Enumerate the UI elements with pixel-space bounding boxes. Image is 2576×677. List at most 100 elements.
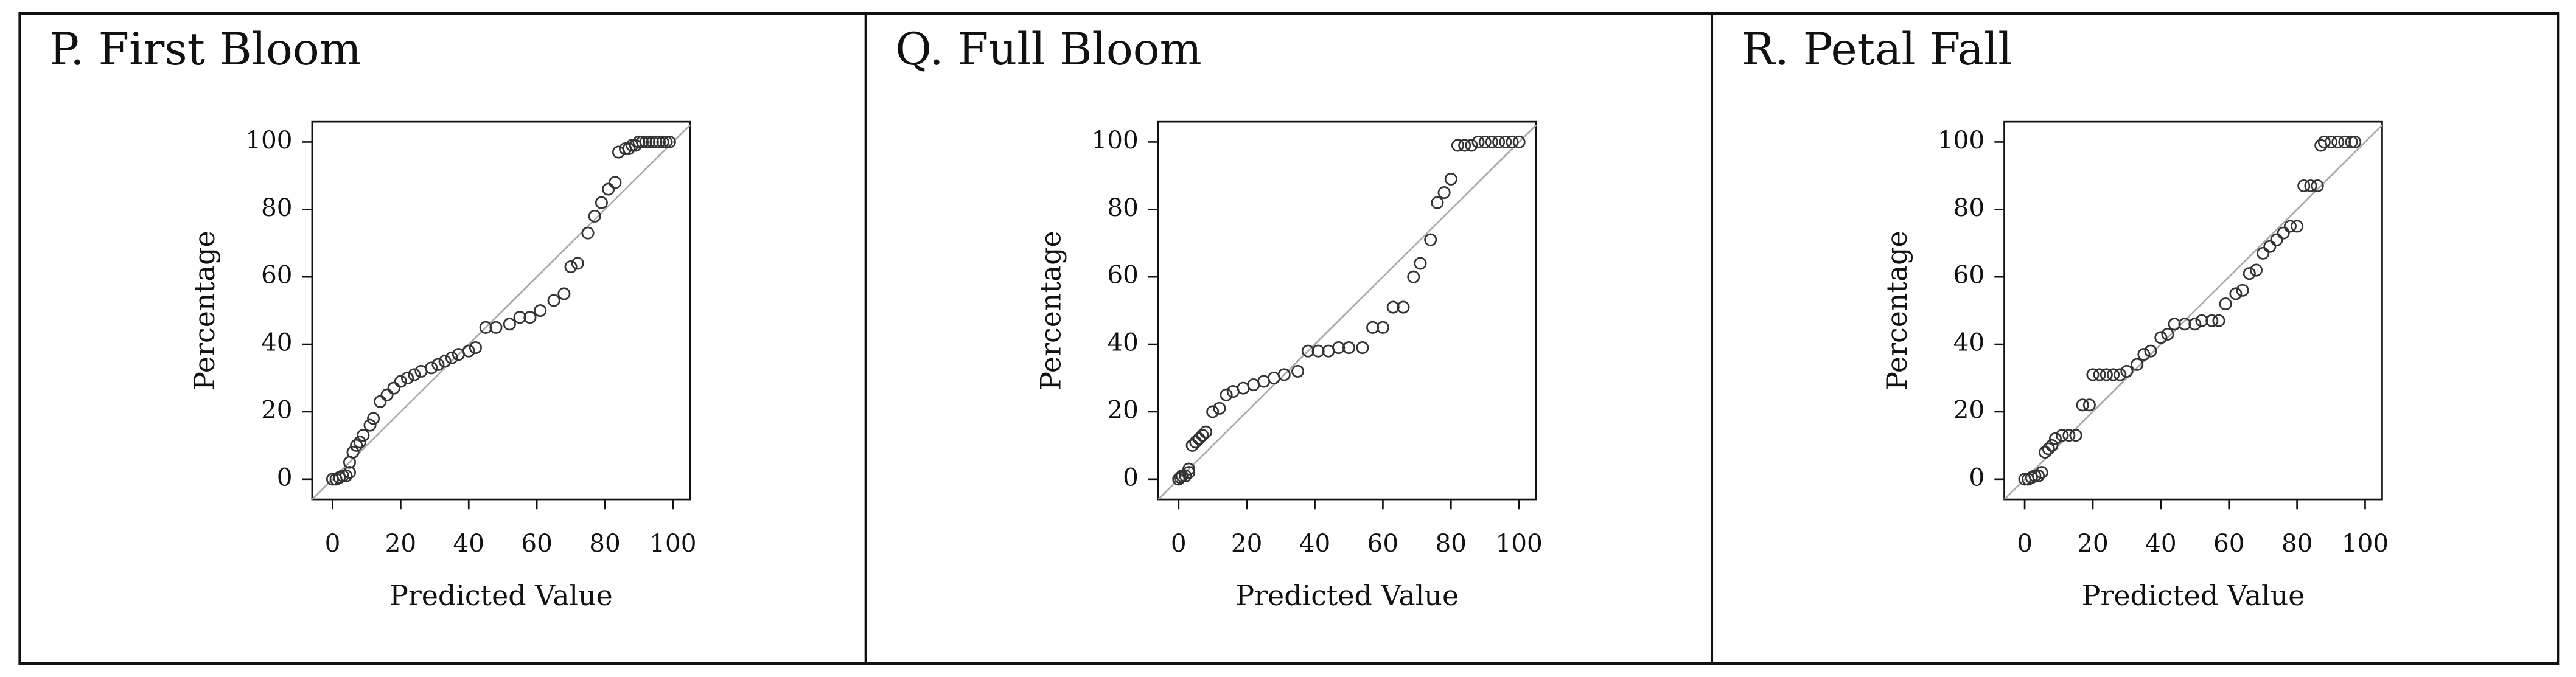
- point: [353, 436, 366, 449]
- point: [340, 469, 353, 482]
- point: [2035, 466, 2048, 479]
- point: [367, 412, 380, 425]
- point: [1179, 469, 1192, 482]
- reference-line: [2003, 124, 2383, 501]
- point: [1172, 473, 1185, 486]
- point: [1499, 135, 1512, 148]
- point: [343, 466, 356, 479]
- point: [588, 209, 601, 223]
- y-tick-label: 60: [1107, 260, 1139, 290]
- x-tick-label: 0: [325, 529, 341, 558]
- x-tick-label: 100: [2342, 529, 2389, 558]
- y-axis-label: Percentage: [1034, 231, 1067, 391]
- point: [1492, 135, 1506, 148]
- point: [2045, 439, 2059, 452]
- point: [2291, 220, 2304, 233]
- point: [2168, 318, 2181, 331]
- y-tick-label: 100: [1938, 125, 1984, 154]
- point: [1277, 368, 1291, 381]
- point: [2331, 135, 2345, 148]
- reference-line: [1157, 124, 1537, 501]
- point: [602, 182, 615, 196]
- y-tick-label: 80: [261, 193, 293, 222]
- point: [547, 294, 560, 307]
- point: [425, 361, 438, 375]
- y-tick-label: 40: [1953, 328, 1985, 357]
- y-tick-label: 0: [277, 462, 293, 491]
- point: [622, 142, 635, 156]
- reference-line: [311, 124, 691, 501]
- point: [652, 135, 666, 148]
- point: [2062, 429, 2076, 442]
- point: [1182, 466, 1196, 479]
- point: [2270, 233, 2283, 246]
- point: [2263, 240, 2277, 253]
- point: [1506, 135, 1519, 148]
- point: [1220, 388, 1233, 401]
- y-tick-label: 40: [261, 328, 293, 357]
- point: [2069, 429, 2082, 442]
- x-tick-label: 80: [589, 529, 621, 558]
- point: [2188, 318, 2202, 331]
- point: [1512, 135, 1526, 148]
- point: [2205, 314, 2219, 327]
- point: [2120, 364, 2134, 378]
- point: [1485, 135, 1498, 148]
- point: [635, 135, 649, 148]
- x-tick-label: 0: [1171, 529, 1187, 558]
- point: [357, 429, 370, 442]
- x-tick-label: 40: [453, 529, 484, 558]
- point: [2093, 368, 2106, 381]
- point: [387, 381, 400, 395]
- point: [1458, 139, 1471, 152]
- point: [2212, 314, 2225, 327]
- point: [2229, 287, 2243, 300]
- point: [2257, 246, 2270, 260]
- point: [1431, 196, 1444, 209]
- point: [1414, 257, 1427, 270]
- point: [2297, 179, 2311, 193]
- x-tick-label: 60: [1367, 529, 1399, 558]
- point: [660, 135, 673, 148]
- point: [2304, 179, 2317, 193]
- y-tick-label: 80: [1953, 193, 1985, 222]
- point: [445, 351, 458, 364]
- x-tick-label: 80: [2281, 529, 2313, 558]
- point: [649, 135, 663, 148]
- point: [2161, 327, 2174, 341]
- point: [643, 135, 656, 148]
- point: [394, 375, 407, 388]
- point: [336, 469, 349, 482]
- y-axis-label: Percentage: [188, 231, 221, 391]
- x-tick-label: 40: [1299, 529, 1331, 558]
- x-tick-label: 60: [521, 529, 553, 558]
- point: [632, 135, 646, 148]
- point: [2082, 398, 2096, 412]
- x-axis-label: Predicted Value: [389, 579, 613, 612]
- point: [1386, 300, 1400, 314]
- point: [1189, 436, 1202, 449]
- point: [646, 135, 659, 148]
- y-tick-label: 80: [1107, 193, 1139, 222]
- point: [503, 318, 516, 331]
- point: [1471, 135, 1485, 148]
- point: [1407, 270, 1420, 283]
- point: [2144, 344, 2157, 358]
- point: [663, 135, 676, 148]
- point: [2137, 348, 2151, 361]
- point: [1311, 344, 1325, 358]
- point: [2277, 226, 2290, 240]
- point: [581, 226, 595, 240]
- point: [350, 439, 363, 452]
- panel-title: P. First Bloom: [49, 24, 361, 75]
- point: [2348, 135, 2362, 148]
- x-axis-label: Predicted Value: [1235, 579, 1459, 612]
- point: [2131, 358, 2144, 371]
- point: [2195, 314, 2208, 327]
- point: [1342, 341, 1356, 355]
- y-tick-label: 20: [1107, 395, 1139, 424]
- point: [1206, 405, 1220, 418]
- point: [2236, 283, 2249, 297]
